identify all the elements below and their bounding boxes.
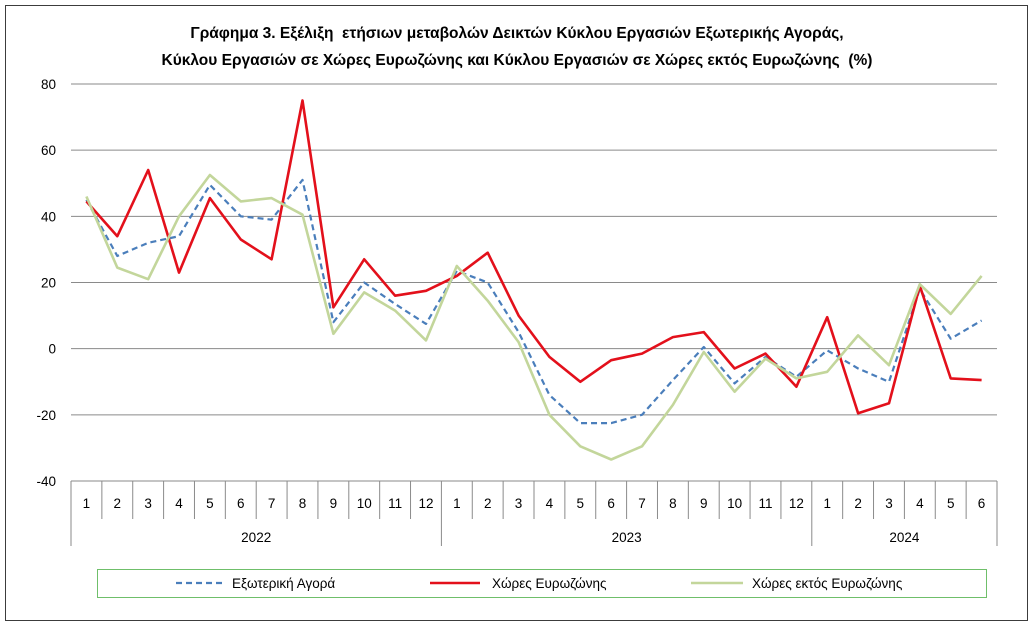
month-label: 5 (947, 496, 955, 511)
month-label: 11 (758, 496, 772, 511)
month-label: 8 (299, 496, 307, 511)
month-label: 5 (206, 496, 214, 511)
month-label: 1 (453, 496, 461, 511)
series-line (85, 178, 983, 425)
month-label: 2 (114, 496, 122, 511)
month-label: 2 (854, 496, 862, 511)
month-label: 1 (823, 496, 831, 511)
month-label: 9 (700, 496, 708, 511)
year-label: 2022 (241, 530, 271, 545)
month-label: 10 (727, 496, 742, 511)
y-tick-label: 40 (41, 209, 56, 224)
chart-title-line-2: Κύκλου Εργασιών σε Χώρες Ευρωζώνης και Κ… (162, 52, 873, 69)
month-label: 3 (885, 496, 893, 511)
legend-label: Χώρες Ευρωζώνης (492, 576, 607, 591)
series-line (85, 173, 983, 461)
month-label: 6 (978, 496, 986, 511)
month-label: 4 (546, 496, 554, 511)
legend-label: Χώρες εκτός Ευρωζώνης (752, 576, 903, 591)
month-label: 12 (789, 496, 804, 511)
month-label: 10 (357, 496, 372, 511)
month-label: 4 (175, 496, 183, 511)
legend-box (97, 569, 987, 598)
month-label: 5 (577, 496, 585, 511)
legend-item: Εξωτερική Αγορά (176, 576, 335, 591)
month-label: 7 (638, 496, 646, 511)
y-tick-label: 20 (41, 276, 56, 291)
legend-item: Χώρες εκτός Ευρωζώνης (691, 576, 903, 591)
legend-label: Εξωτερική Αγορά (232, 576, 335, 591)
month-label: 3 (515, 496, 523, 511)
month-label: 1 (83, 496, 91, 511)
legend: Εξωτερική Αγορά Χώρες Ευρωζώνης Χώρες εκτό… (97, 569, 987, 598)
year-label: 2024 (889, 530, 920, 545)
y-tick-label: -40 (36, 474, 56, 489)
month-label: 6 (607, 496, 615, 511)
chart-title-line-1: Γράφημα 3. Εξέλιξη ετήσιων μεταβολών Δει… (190, 25, 843, 42)
y-tick-label: -20 (36, 408, 56, 423)
plot-series (85, 99, 983, 461)
gridlines: 80 60 40 20 0 -20 -40 (36, 77, 997, 489)
y-tick-label: 60 (41, 143, 56, 158)
month-label: 7 (268, 496, 276, 511)
month-label: 2 (484, 496, 492, 511)
y-tick-label: 0 (48, 342, 56, 357)
year-label: 2023 (612, 530, 642, 545)
month-label: 6 (237, 496, 245, 511)
y-tick-label: 80 (41, 77, 56, 92)
month-label: 9 (330, 496, 338, 511)
month-label: 11 (388, 496, 402, 511)
series-line (85, 99, 982, 415)
month-label: 3 (144, 496, 152, 511)
month-label: 8 (669, 496, 677, 511)
month-label: 12 (418, 496, 433, 511)
month-label: 4 (916, 496, 924, 511)
legend-item: Χώρες Ευρωζώνης (430, 576, 607, 591)
